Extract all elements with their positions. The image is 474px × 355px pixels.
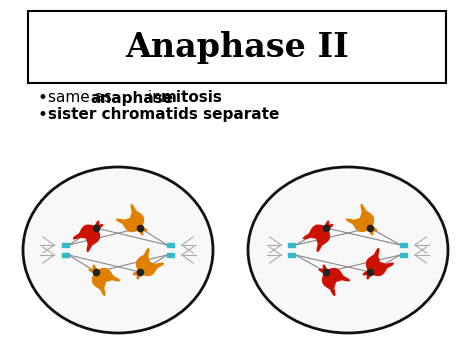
Polygon shape [130, 205, 144, 235]
Polygon shape [303, 225, 333, 239]
Polygon shape [366, 249, 380, 279]
Polygon shape [322, 265, 336, 295]
Polygon shape [89, 268, 119, 282]
Text: in: in [143, 91, 167, 105]
Polygon shape [117, 219, 147, 231]
Polygon shape [137, 249, 149, 279]
Text: mitosis: mitosis [161, 91, 223, 105]
Polygon shape [92, 265, 106, 295]
Bar [289, 253, 295, 257]
Bar [401, 253, 408, 257]
Bar [289, 243, 295, 247]
Polygon shape [133, 262, 164, 275]
Polygon shape [346, 219, 377, 231]
Bar [167, 243, 174, 247]
Text: same as: same as [48, 91, 117, 105]
Bar [62, 253, 69, 257]
Text: •: • [38, 89, 48, 107]
Bar [62, 243, 69, 247]
Polygon shape [363, 262, 393, 275]
Text: •: • [38, 106, 48, 124]
Ellipse shape [23, 167, 213, 333]
FancyBboxPatch shape [28, 11, 446, 83]
Polygon shape [361, 205, 374, 235]
Bar [401, 243, 408, 247]
Polygon shape [87, 221, 100, 251]
Text: sister chromatids separate: sister chromatids separate [48, 108, 279, 122]
Bar [167, 253, 174, 257]
Polygon shape [319, 268, 349, 282]
Ellipse shape [248, 167, 448, 333]
Polygon shape [317, 221, 329, 251]
Text: anaphase: anaphase [90, 91, 173, 105]
Polygon shape [73, 225, 102, 239]
Text: Anaphase II: Anaphase II [125, 31, 349, 64]
